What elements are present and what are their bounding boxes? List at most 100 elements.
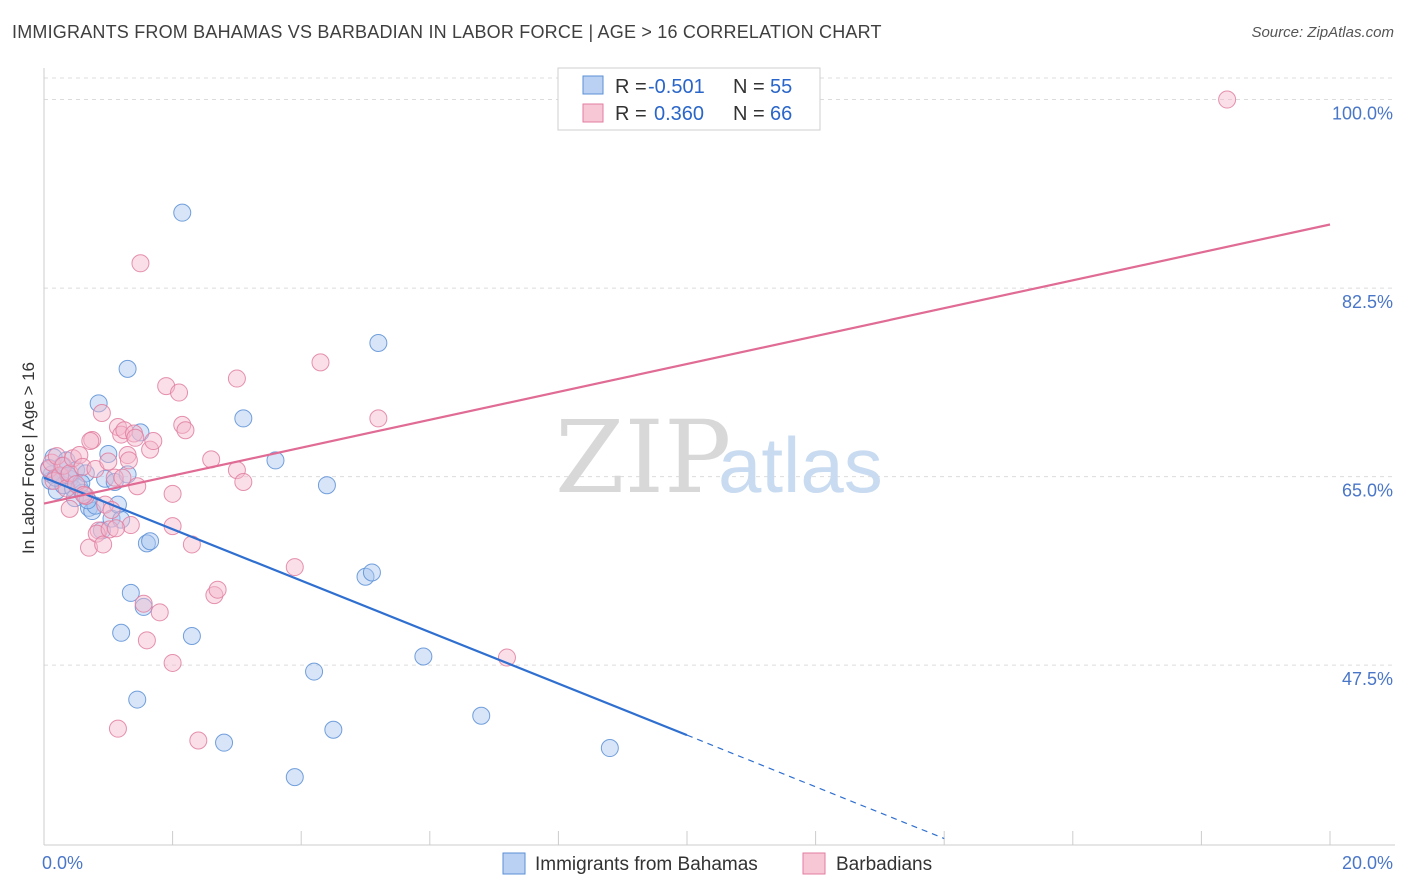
bahamas-trend-extension [686,734,945,840]
y-tick-label: 82.5% [1342,292,1393,312]
barbadians-point [121,516,140,535]
legend-n-value-1: 55 [770,76,792,98]
barbadians-point [81,432,100,451]
axes [43,68,1395,846]
barbadians-point [173,415,192,434]
bahamas-point [131,423,150,442]
bahamas-point [600,739,619,758]
legend-swatch-bahamas [582,75,604,95]
barbadians-point [144,432,163,451]
barbadians-point [47,447,66,466]
bahamas-point [472,706,491,725]
y-tick-label: 47.5% [1342,669,1393,689]
legend-n-value-2: 66 [770,103,792,125]
x-tick-label: 0.0% [42,853,83,873]
barbadians-point [80,538,99,557]
barbadians-point [134,594,153,613]
barbadians-point [94,535,113,554]
bahamas-point [118,359,137,378]
legend-swatch-barbadians [582,103,604,123]
bottom-legend-label-barbadians: Barbadians [836,854,932,875]
barbadians-trend-line [43,223,1331,505]
barbadians-point [105,468,124,487]
barbadians-point [108,719,127,738]
bahamas-point [369,334,388,353]
legend-r-label-2: R = [615,103,647,125]
barbadians-point [189,731,208,750]
watermark-zip: ZIP [555,399,731,516]
bahamas-point [99,444,118,463]
bahamas-point [173,203,192,222]
trend-lines [43,223,1331,840]
barbadians-point [369,409,388,428]
bahamas-point [215,733,234,752]
bottom-legend: Immigrants from Bahamas Barbadians [502,852,932,875]
barbadians-point [1218,90,1237,109]
barbadians-point [118,446,137,465]
barbadians-point [311,353,330,372]
barbadians-point [205,586,224,605]
barbadians-point [163,653,182,672]
bahamas-point [137,534,156,553]
source-credit: Source: ZipAtlas.com [1251,24,1394,41]
bahamas-point [141,532,160,551]
barbadians-point [113,468,132,487]
barbadians-point [234,472,253,491]
barbadians-point [208,580,227,599]
bahamas-point [182,627,201,646]
legend-r-label-1: R = [615,76,647,98]
barbadians-point [115,421,134,440]
chart-title: IMMIGRANTS FROM BAHAMAS VS BARBADIAN IN … [12,22,882,42]
legend-n-label-2: N = [733,103,765,125]
barbadians-point [119,451,138,470]
x-tick-labels: 0.0% 20.0% [42,853,1393,873]
bottom-legend-swatch-bahamas [502,852,526,875]
bahamas-point [317,476,336,495]
bahamas-point [89,394,108,413]
barbadians-point [137,631,156,650]
barbadians-point [285,558,304,577]
bahamas-trend-line [43,476,688,737]
grid-lines [44,77,1395,666]
legend-n-label-1: N = [733,76,765,98]
bahamas-point [362,563,381,582]
barbadians-point [170,383,189,402]
bahamas-point [121,583,140,602]
bahamas-point [112,510,131,529]
y-tick-label: 65.0% [1342,481,1393,501]
y-tick-label: 100.0% [1332,104,1393,124]
barbadians-point [92,404,111,423]
bahamas-point [285,768,304,787]
barbadians-point [99,452,118,471]
barbadians-point [70,446,89,465]
bottom-legend-swatch-barbadians [802,852,826,875]
y-axis-title: In Labor Force | Age > 16 [19,362,38,554]
bahamas-point [112,623,131,642]
bahamas-point [234,409,253,428]
barbadians-point [54,456,73,475]
watermark: ZIP atlas [555,399,883,516]
bottom-legend-label-bahamas: Immigrants from Bahamas [535,854,758,875]
legend-r-value-2: 0.360 [654,103,704,125]
barbadians-point [128,477,147,496]
barbadians-point [131,254,150,273]
x-tick-label: 20.0% [1342,853,1393,873]
barbadians-point [176,421,195,440]
series-bahamas-points [40,203,619,787]
bahamas-point [128,690,147,709]
barbadians-point [126,428,145,447]
barbadians-point [227,369,246,388]
y-tick-labels: 47.5% 65.0% 82.5% 100.0% [1332,104,1393,690]
barbadians-point [107,519,126,538]
bahamas-point [414,647,433,666]
bahamas-point [266,451,285,470]
series-barbadians-points [40,90,1237,750]
legend-r-value-1: -0.501 [648,76,705,98]
watermark-atlas: atlas [718,421,883,509]
bahamas-point [305,662,324,681]
barbadians-point [163,484,182,503]
barbadians-point [100,520,119,539]
barbadians-point [60,499,79,518]
barbadians-point [150,603,169,622]
